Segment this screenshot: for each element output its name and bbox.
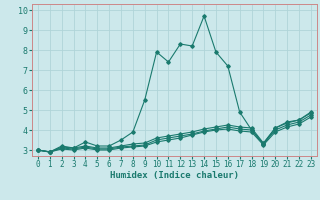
X-axis label: Humidex (Indice chaleur): Humidex (Indice chaleur)	[110, 171, 239, 180]
